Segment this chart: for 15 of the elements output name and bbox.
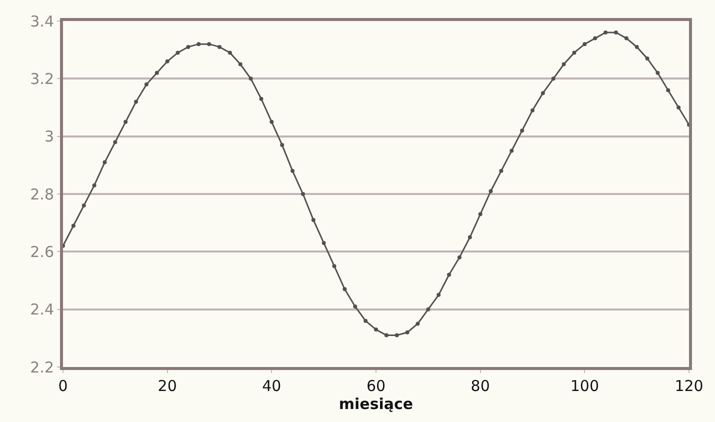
y-tick-label: 2.8 [30, 185, 54, 204]
x-tick-label: 40 [262, 377, 282, 395]
x-tick-label: 100 [570, 377, 599, 395]
y-tick-label: 2.4 [30, 300, 54, 319]
x-tick-label: 80 [470, 377, 490, 395]
x-axis-title: miesiące [338, 395, 414, 413]
y-tick-label: 2.2 [30, 358, 54, 376]
x-tick-label: 20 [158, 377, 177, 395]
x-tick-label: 120 [674, 377, 704, 395]
y-tick-label: 3 [44, 128, 54, 146]
x-tick-label: 0 [58, 377, 68, 395]
y-tick-label: 2.6 [30, 242, 54, 261]
x-tick-label: 60 [366, 377, 386, 395]
y-tick-label: 3.4 [30, 12, 54, 30]
y-tick-label: 3.2 [30, 70, 54, 88]
